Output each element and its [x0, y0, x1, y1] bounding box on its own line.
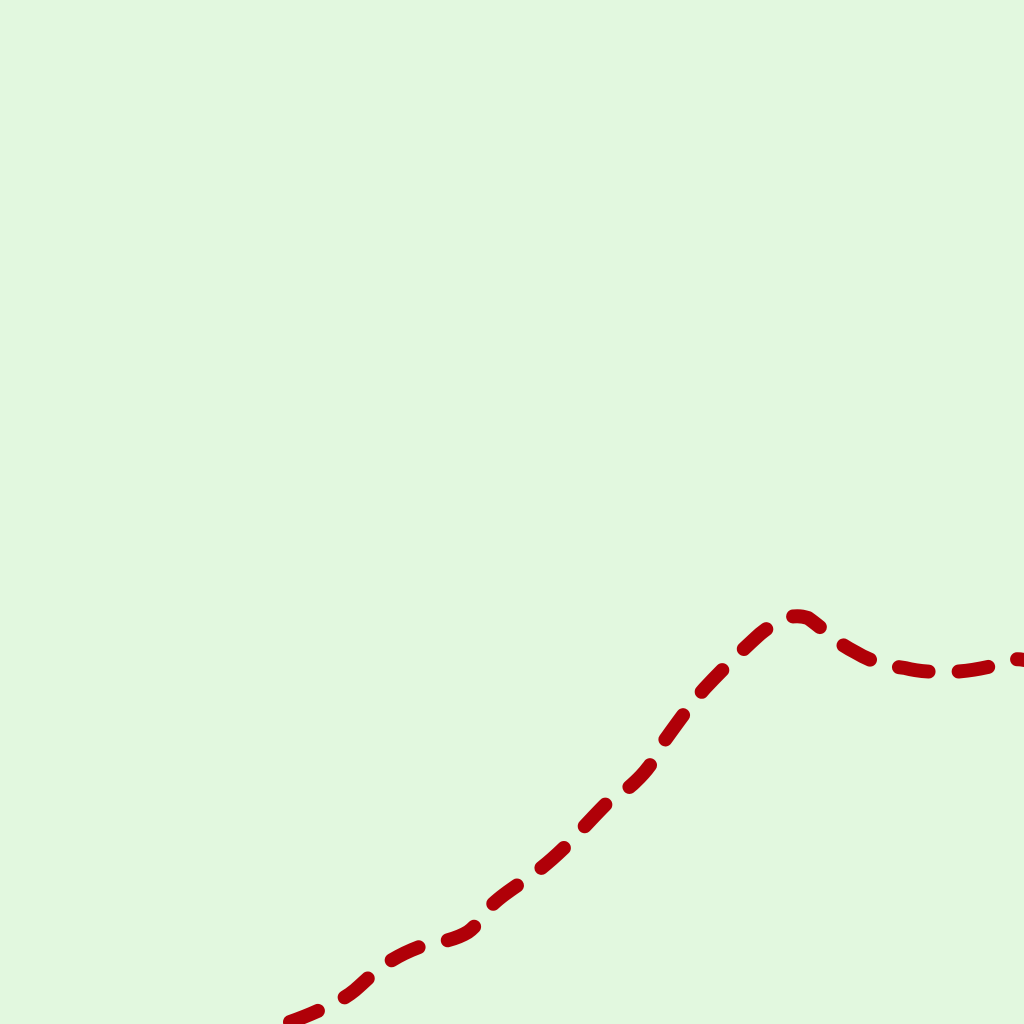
boundary-line	[283, 609, 1024, 1024]
